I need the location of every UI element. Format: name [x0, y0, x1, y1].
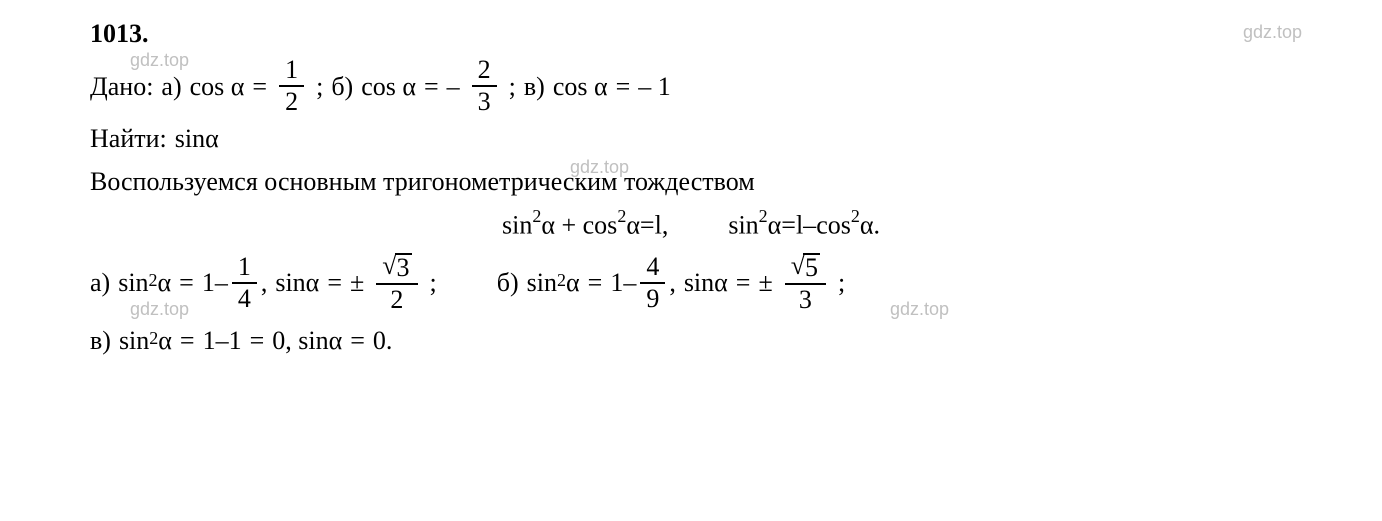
val-v: – 1: [638, 67, 671, 106]
part-v-label: в): [524, 67, 545, 106]
watermark-given: gdz.top: [130, 47, 189, 74]
given-line: Дано: а) cos α = 1 2 ; б) cos α = – 2 3 …: [90, 57, 1292, 115]
answers-row: а) sin2α = 1– 1 4 , sinα = ± √3 2 ; б) s…: [90, 249, 1292, 317]
watermark-top-right: gdz.top: [1243, 19, 1302, 46]
identity1: sin2α + cos2α=l,: [502, 205, 668, 245]
ans-v-label: в): [90, 321, 111, 360]
cos-a: cos α: [190, 67, 245, 106]
frac-ans-b1: 4 9: [640, 254, 665, 312]
ans-b-label: б): [497, 263, 519, 302]
identity-line: sin2α + cos2α=l, sin2α=l–cos2α.: [90, 205, 1292, 245]
frac-given-a: 1 2: [279, 57, 304, 115]
sep1: ;: [316, 67, 323, 106]
identity2: sin2α=l–cos2α.: [728, 205, 880, 245]
explanation-text: Воспользуемся основным тригонометрически…: [90, 162, 755, 201]
find-label: Найти:: [90, 119, 167, 158]
answer-v: в) sin2α = 1–1 = 0, sinα = 0.: [90, 321, 1292, 360]
frac-ans-b2: √5 3: [785, 253, 826, 313]
find-line: Найти: sinα: [90, 119, 1292, 158]
eq-b: =: [424, 67, 439, 106]
frac-ans-a2: √3 2: [376, 253, 417, 313]
minus-b: –: [447, 67, 460, 106]
eq-a: =: [252, 67, 267, 106]
cos-b: cos α: [361, 67, 416, 106]
cos-v: cos α: [553, 67, 608, 106]
watermark-bottom-left: gdz.top: [130, 296, 189, 323]
sep2: ;: [509, 67, 516, 106]
find-value: sinα: [175, 119, 219, 158]
answer-b: б) sin2α = 1– 4 9 , sinα = ± √5 3 ;: [497, 253, 845, 313]
frac-given-b: 2 3: [472, 57, 497, 115]
eq-v: =: [616, 67, 631, 106]
explanation-line: Воспользуемся основным тригонометрически…: [90, 162, 1292, 201]
watermark-bottom-right: gdz.top: [890, 296, 949, 323]
watermark-mid: gdz.top: [570, 154, 629, 181]
frac-ans-a1: 1 4: [232, 254, 257, 312]
part-b-label: б): [331, 67, 353, 106]
ans-a-label: а): [90, 263, 110, 302]
